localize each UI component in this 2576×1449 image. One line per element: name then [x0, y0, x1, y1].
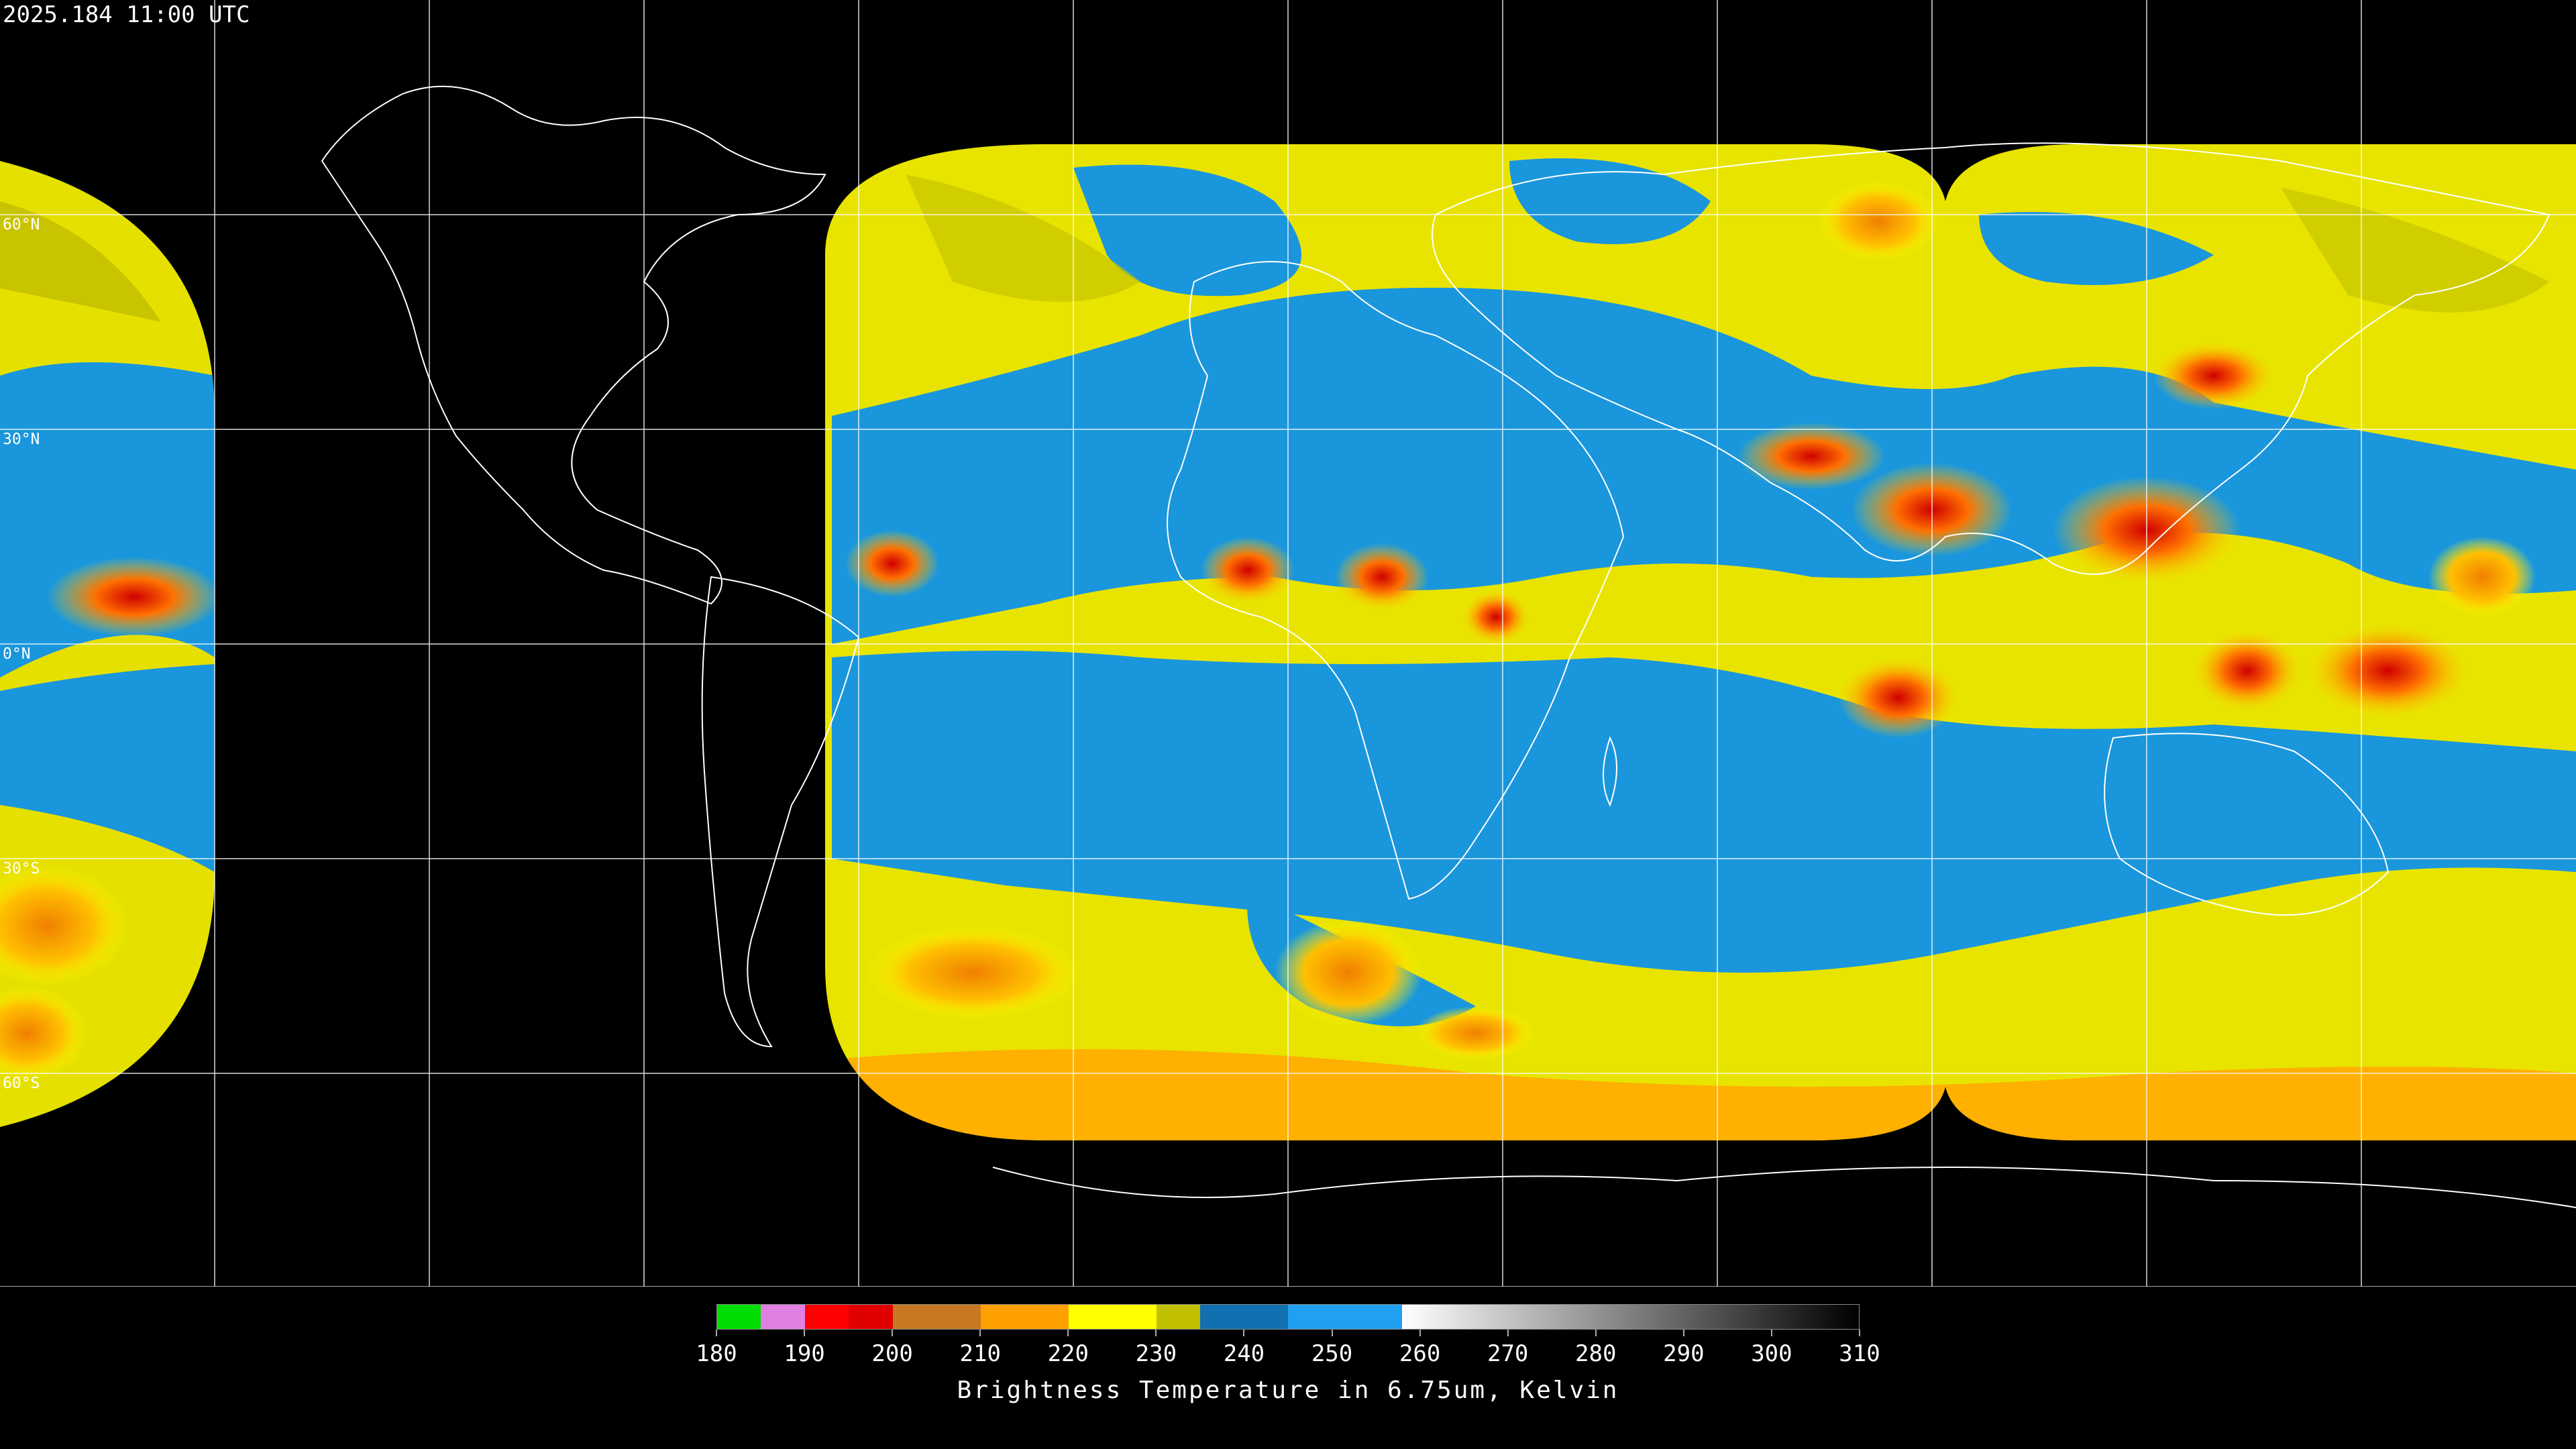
- colorbar-tick-label: 290: [1663, 1340, 1705, 1367]
- satellite-map: [0, 0, 2576, 1287]
- lat-label-30n: 30°N: [3, 431, 40, 448]
- colorbar-segment: [804, 1305, 849, 1329]
- colorbar-tick: [1419, 1330, 1421, 1336]
- colorbar-segment: [892, 1305, 981, 1329]
- colorbar-tick-label: 180: [696, 1340, 737, 1367]
- colorbar-tick: [1155, 1330, 1157, 1336]
- colorbar-tick-label: 210: [959, 1340, 1001, 1367]
- colorbar-segment: [717, 1305, 761, 1329]
- colorbar-tick: [1507, 1330, 1509, 1336]
- colorbar-tick-label: 220: [1047, 1340, 1089, 1367]
- colorbar-tick-label: 280: [1575, 1340, 1617, 1367]
- timestamp: 2025.184 11:00 UTC: [3, 1, 250, 28]
- colorbar-segment: [1200, 1305, 1288, 1329]
- colorbar-tick: [979, 1330, 981, 1336]
- colorbar-tick: [892, 1330, 894, 1336]
- colorbar-tick: [716, 1330, 717, 1336]
- colorbar-tick: [1682, 1330, 1684, 1336]
- colorbar-tick: [1067, 1330, 1069, 1336]
- colorbar-tick: [1770, 1330, 1772, 1336]
- colorbar-tick-label: 190: [784, 1340, 825, 1367]
- colorbar-segment: [1156, 1305, 1201, 1329]
- colorbar-tick-label: 230: [1135, 1340, 1177, 1367]
- colorbar-tick-label: 260: [1399, 1340, 1441, 1367]
- colorbar-tick-label: 240: [1223, 1340, 1265, 1367]
- colorbar-tick: [1595, 1330, 1597, 1336]
- colorbar-tick-label: 270: [1487, 1340, 1529, 1367]
- colorbar-segment: [1287, 1305, 1403, 1329]
- colorbar-tick: [1331, 1330, 1333, 1336]
- colorbar-tick: [1859, 1330, 1860, 1336]
- colorbar-tick-label: 300: [1751, 1340, 1792, 1367]
- legend-title: Brightness Temperature in 6.75um, Kelvin: [957, 1377, 1619, 1404]
- colorbar-segment: [849, 1305, 893, 1329]
- colorbar-segment: [1068, 1305, 1157, 1329]
- colorbar-segment: [1402, 1305, 1859, 1329]
- colorbar-tick: [804, 1330, 806, 1336]
- lat-label-0n: 0°N: [3, 645, 31, 663]
- colorbar-segment: [761, 1305, 805, 1329]
- colorbar: [716, 1304, 1860, 1330]
- legend: 180 190 200 210 220 230 240 250 260 270 280 290 300 3…: [0, 1287, 2576, 1449]
- colorbar-tick-label: 310: [1839, 1340, 1880, 1367]
- colorbar-segment: [980, 1305, 1069, 1329]
- colorbar-tick: [1243, 1330, 1245, 1336]
- lat-label-60n: 60°N: [3, 216, 40, 233]
- colorbar-tick-label: 200: [871, 1340, 913, 1367]
- lat-label-60s: 60°S: [3, 1075, 40, 1092]
- lat-label-30s: 30°S: [3, 860, 40, 877]
- colorbar-tick-label: 250: [1311, 1340, 1353, 1367]
- graticule: [0, 0, 2576, 1287]
